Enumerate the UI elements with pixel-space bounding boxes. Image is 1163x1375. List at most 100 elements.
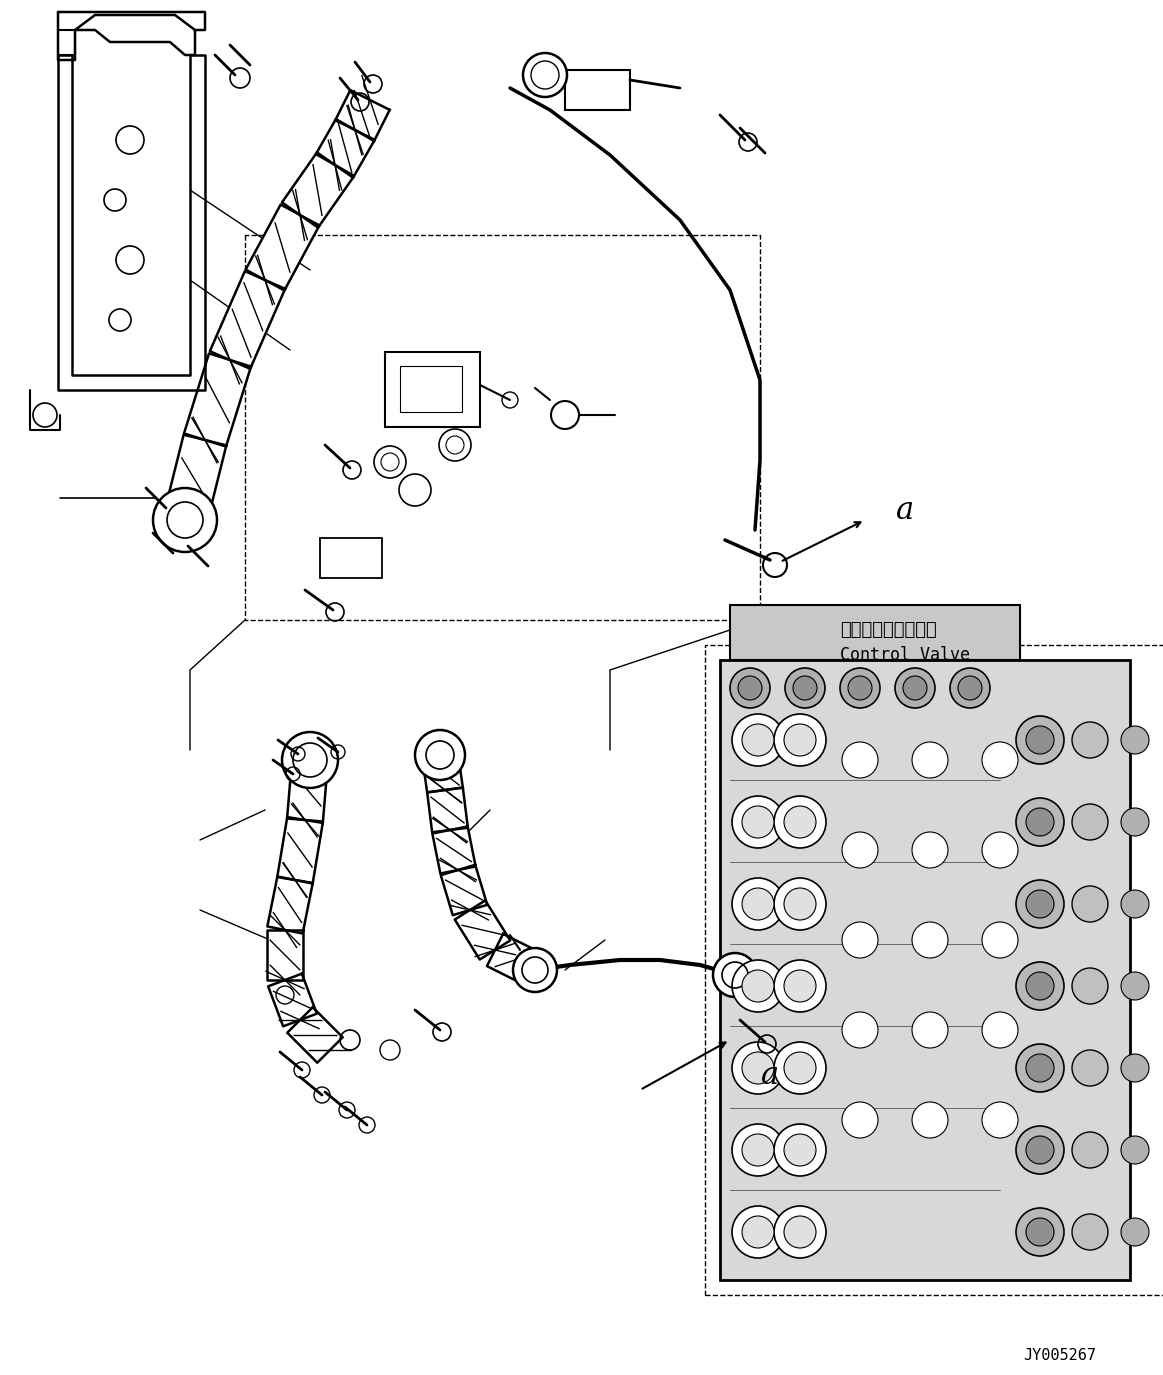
Circle shape [784, 1134, 816, 1166]
Circle shape [1026, 1055, 1054, 1082]
Circle shape [732, 796, 784, 848]
Circle shape [1016, 1209, 1064, 1255]
Circle shape [1016, 798, 1064, 846]
Circle shape [785, 668, 825, 708]
Circle shape [784, 1216, 816, 1248]
Circle shape [732, 1206, 784, 1258]
Circle shape [775, 1042, 826, 1094]
Circle shape [842, 923, 878, 958]
Circle shape [1026, 1218, 1054, 1246]
Circle shape [415, 730, 465, 780]
Circle shape [732, 714, 784, 766]
Bar [400, 366, 462, 412]
Circle shape [1026, 1136, 1054, 1165]
Circle shape [1016, 1126, 1064, 1174]
Text: a: a [896, 495, 914, 525]
Bar [730, 605, 1020, 660]
Polygon shape [316, 120, 374, 176]
Text: JY005267: JY005267 [1023, 1348, 1097, 1363]
Circle shape [1016, 880, 1064, 928]
Circle shape [958, 676, 982, 700]
Circle shape [912, 742, 948, 778]
Circle shape [732, 1042, 784, 1094]
Circle shape [1072, 722, 1108, 758]
Polygon shape [267, 876, 313, 934]
Circle shape [982, 1101, 1018, 1138]
Polygon shape [245, 205, 320, 290]
Circle shape [982, 923, 1018, 958]
Circle shape [732, 1123, 784, 1176]
Circle shape [912, 923, 948, 958]
Circle shape [1016, 962, 1064, 1011]
Circle shape [732, 960, 784, 1012]
Circle shape [842, 832, 878, 868]
Circle shape [742, 888, 775, 920]
Circle shape [1026, 972, 1054, 1000]
Circle shape [1016, 1044, 1064, 1092]
Circle shape [713, 953, 757, 997]
Circle shape [912, 1012, 948, 1048]
Text: Control Valve: Control Valve [840, 646, 970, 664]
Circle shape [1121, 726, 1149, 754]
Circle shape [848, 676, 872, 700]
Circle shape [1072, 1132, 1108, 1167]
Circle shape [902, 676, 927, 700]
Polygon shape [455, 901, 511, 960]
Polygon shape [287, 1008, 343, 1063]
Circle shape [982, 742, 1018, 778]
Circle shape [742, 806, 775, 837]
Circle shape [523, 54, 568, 98]
Circle shape [842, 742, 878, 778]
Circle shape [1121, 972, 1149, 1000]
Circle shape [950, 668, 990, 708]
Polygon shape [427, 788, 468, 832]
Circle shape [742, 725, 775, 756]
Polygon shape [287, 759, 328, 821]
Circle shape [742, 1216, 775, 1248]
Circle shape [784, 1052, 816, 1084]
Circle shape [784, 725, 816, 756]
Circle shape [1016, 716, 1064, 764]
Circle shape [982, 1012, 1018, 1048]
Circle shape [784, 806, 816, 837]
Bar [720, 660, 1130, 1280]
Circle shape [513, 947, 557, 991]
Polygon shape [335, 91, 390, 140]
Circle shape [793, 676, 816, 700]
Circle shape [982, 832, 1018, 868]
Circle shape [281, 732, 338, 788]
Bar [565, 70, 630, 110]
Circle shape [732, 879, 784, 930]
Polygon shape [422, 752, 463, 792]
Circle shape [912, 1101, 948, 1138]
Circle shape [1121, 808, 1149, 836]
Circle shape [784, 888, 816, 920]
Polygon shape [269, 974, 316, 1026]
Circle shape [775, 1123, 826, 1176]
Bar [320, 538, 381, 578]
Polygon shape [487, 934, 543, 986]
Bar [385, 352, 480, 428]
Polygon shape [281, 153, 354, 228]
Circle shape [154, 488, 217, 551]
Circle shape [842, 1101, 878, 1138]
Text: a: a [761, 1060, 779, 1090]
Circle shape [842, 1012, 878, 1048]
Circle shape [1121, 1136, 1149, 1165]
Polygon shape [184, 353, 251, 447]
Polygon shape [164, 434, 227, 525]
Circle shape [1072, 886, 1108, 923]
Circle shape [1121, 890, 1149, 918]
Circle shape [840, 668, 880, 708]
Circle shape [1121, 1218, 1149, 1246]
Circle shape [739, 676, 762, 700]
Circle shape [1026, 890, 1054, 918]
Circle shape [775, 960, 826, 1012]
Circle shape [775, 796, 826, 848]
Circle shape [784, 969, 816, 1002]
Circle shape [742, 1052, 775, 1084]
Circle shape [730, 668, 770, 708]
Circle shape [775, 879, 826, 930]
Polygon shape [267, 930, 304, 980]
Polygon shape [441, 865, 487, 916]
